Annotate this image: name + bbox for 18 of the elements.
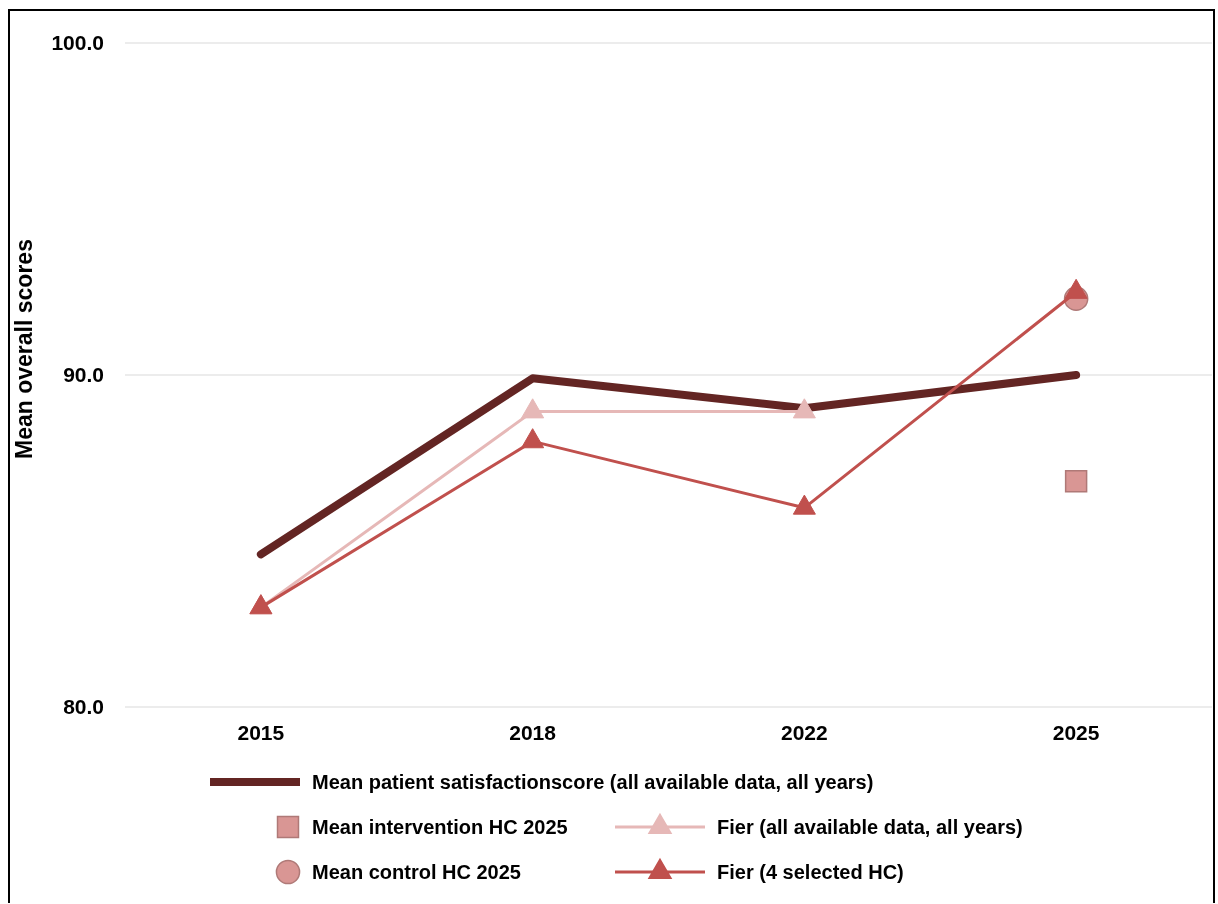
legend-label: Fier (4 selected HC): [717, 861, 904, 883]
y-axis-title: Mean overall scores: [11, 239, 37, 459]
point: [521, 428, 545, 449]
x-tick-label: 2022: [781, 721, 828, 745]
point: [1064, 278, 1088, 299]
y-tick-label: 100.0: [51, 31, 104, 55]
x-tick-label: 2025: [1052, 721, 1100, 745]
y-tick-label: 80.0: [63, 695, 104, 719]
y-tick-label: 90.0: [63, 363, 104, 387]
x-tick-label: 2018: [509, 721, 557, 745]
point: [792, 398, 816, 419]
point: [792, 494, 816, 515]
legend-label: Mean intervention HC 2025: [312, 816, 568, 838]
legend-label: Mean control HC 2025: [312, 861, 521, 883]
legend-label: Mean patient satisfactionscore (all available data, all years): [312, 771, 874, 793]
point: [521, 398, 545, 419]
x-tick-label: 2015: [237, 721, 285, 745]
legend-label: Fier (all available data, all years): [717, 816, 1023, 838]
